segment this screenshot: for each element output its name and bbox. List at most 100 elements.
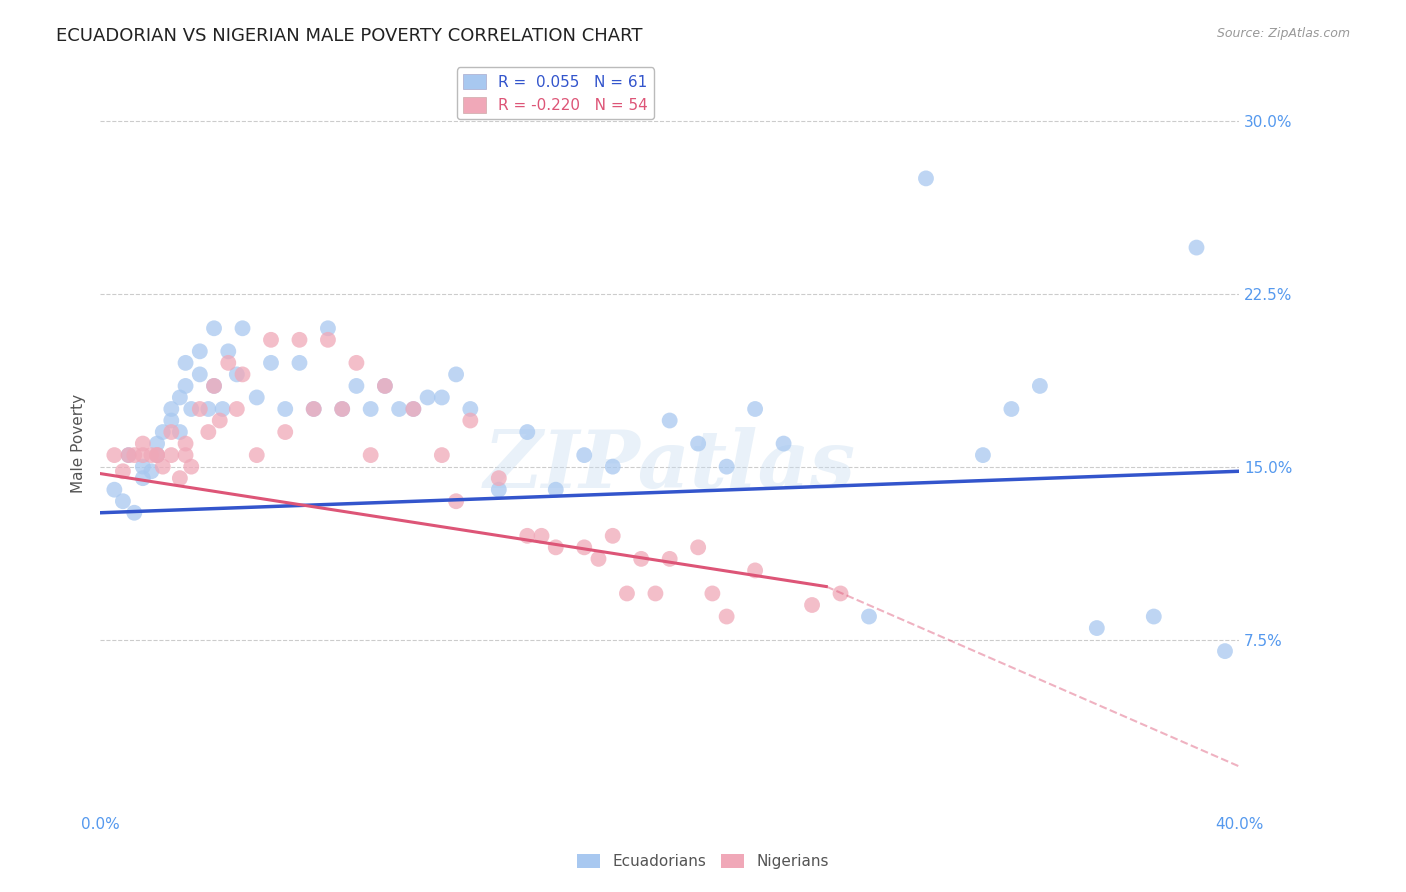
Point — [180, 459, 202, 474]
Point — [1185, 241, 1208, 255]
Point — [225, 368, 247, 382]
Point — [169, 425, 191, 439]
Point — [302, 402, 325, 417]
Point — [152, 459, 174, 474]
Point — [260, 356, 283, 370]
Point — [316, 321, 339, 335]
Point — [160, 425, 183, 439]
Point — [188, 368, 211, 382]
Point — [180, 402, 202, 417]
Point — [288, 356, 311, 370]
Point — [416, 391, 439, 405]
Point — [141, 464, 163, 478]
Point — [346, 356, 368, 370]
Point — [772, 436, 794, 450]
Point — [152, 425, 174, 439]
Point — [174, 448, 197, 462]
Point — [574, 541, 596, 555]
Point — [246, 448, 269, 462]
Point — [146, 448, 169, 462]
Point — [302, 402, 325, 417]
Text: ZIPatlas: ZIPatlas — [484, 427, 856, 505]
Point — [217, 356, 239, 370]
Point — [658, 552, 681, 566]
Point — [444, 368, 467, 382]
Point — [574, 448, 596, 462]
Point — [544, 483, 567, 497]
Point — [188, 344, 211, 359]
Point — [460, 402, 482, 417]
Point — [188, 402, 211, 417]
Point — [197, 425, 219, 439]
Point — [160, 413, 183, 427]
Point — [330, 402, 353, 417]
Point — [103, 483, 125, 497]
Point — [588, 552, 610, 566]
Text: Source: ZipAtlas.com: Source: ZipAtlas.com — [1216, 27, 1350, 40]
Point — [516, 425, 538, 439]
Point — [174, 379, 197, 393]
Point — [288, 333, 311, 347]
Point — [141, 448, 163, 462]
Point — [208, 413, 231, 427]
Point — [658, 413, 681, 427]
Point — [915, 171, 938, 186]
Point — [858, 609, 880, 624]
Point — [1213, 644, 1236, 658]
Point — [346, 379, 368, 393]
Point — [1029, 379, 1052, 393]
Point — [231, 368, 253, 382]
Point — [146, 436, 169, 450]
Point — [688, 436, 710, 450]
Point — [211, 402, 233, 417]
Point — [644, 586, 666, 600]
Point — [1085, 621, 1108, 635]
Point — [217, 344, 239, 359]
Point — [202, 379, 225, 393]
Point — [117, 448, 139, 462]
Point — [402, 402, 425, 417]
Point — [132, 436, 155, 450]
Point — [274, 425, 297, 439]
Point — [117, 448, 139, 462]
Point — [602, 459, 624, 474]
Point — [274, 402, 297, 417]
Point — [132, 459, 155, 474]
Y-axis label: Male Poverty: Male Poverty — [72, 394, 86, 493]
Point — [174, 436, 197, 450]
Point — [169, 471, 191, 485]
Point — [530, 529, 553, 543]
Legend: R =  0.055   N = 61, R = -0.220   N = 54: R = 0.055 N = 61, R = -0.220 N = 54 — [457, 68, 654, 120]
Point — [202, 321, 225, 335]
Point — [169, 391, 191, 405]
Point — [516, 529, 538, 543]
Point — [174, 356, 197, 370]
Point — [488, 471, 510, 485]
Point — [124, 448, 146, 462]
Point — [602, 529, 624, 543]
Point — [231, 321, 253, 335]
Point — [744, 402, 766, 417]
Point — [124, 506, 146, 520]
Point — [544, 541, 567, 555]
Point — [430, 448, 453, 462]
Point — [103, 448, 125, 462]
Point — [132, 471, 155, 485]
Point — [330, 402, 353, 417]
Point — [444, 494, 467, 508]
Point — [402, 402, 425, 417]
Point — [460, 413, 482, 427]
Point — [374, 379, 396, 393]
Point — [744, 563, 766, 577]
Point — [160, 448, 183, 462]
Point — [246, 391, 269, 405]
Point — [616, 586, 638, 600]
Point — [702, 586, 724, 600]
Point — [146, 448, 169, 462]
Point — [160, 402, 183, 417]
Point — [132, 448, 155, 462]
Point — [111, 494, 134, 508]
Point — [225, 402, 247, 417]
Point — [688, 541, 710, 555]
Point — [374, 379, 396, 393]
